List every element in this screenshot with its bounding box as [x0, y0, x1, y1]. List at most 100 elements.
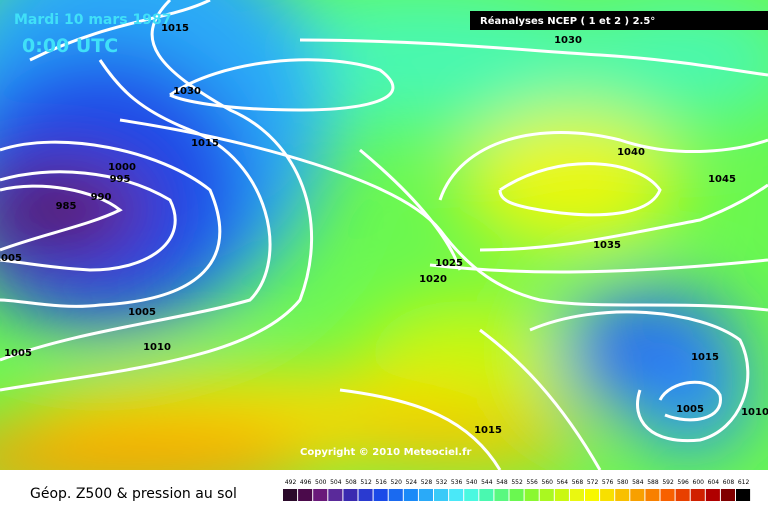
legend-label: 548: [496, 479, 508, 486]
legend-label: 560: [542, 479, 554, 486]
legend-label: 572: [587, 479, 599, 486]
isobar-label: 990: [91, 192, 112, 203]
isobar: [119, 118, 768, 312]
legend-label: 576: [602, 479, 614, 486]
isobar: [0, 59, 272, 362]
legend-swatch: [720, 489, 735, 501]
source-box: [470, 11, 768, 30]
isobar-label: 1040: [617, 147, 645, 158]
isobar: [0, 0, 314, 392]
legend-label: 588: [647, 479, 659, 486]
isobar: [658, 380, 722, 422]
legend-label: 552: [511, 479, 523, 486]
legend-label: 564: [557, 479, 569, 486]
legend-label: 544: [481, 479, 493, 486]
isobar: [438, 131, 768, 201]
legend-swatch: [675, 489, 690, 501]
legend-label: 584: [632, 479, 644, 486]
legend-label: 600: [693, 479, 705, 486]
legend-label: 508: [345, 479, 357, 486]
isobar-label: 995: [110, 174, 131, 185]
legend-label: 540: [466, 479, 478, 486]
isobar: [429, 258, 768, 274]
legend-swatch: [585, 489, 600, 501]
legend-label: 524: [406, 479, 418, 486]
isobar: [299, 38, 768, 77]
isobar-label: 1010: [143, 342, 171, 353]
legend-label: 528: [421, 479, 433, 486]
legend-swatch: [660, 489, 675, 501]
isobars: [0, 0, 768, 471]
isobar: [339, 388, 502, 471]
legend-swatch: [298, 489, 313, 501]
legend-swatch: [690, 489, 705, 501]
legend-swatch: [283, 489, 298, 501]
isobar-label: 1005: [0, 253, 22, 264]
legend-swatch: [705, 489, 720, 501]
isobar: [498, 162, 662, 217]
legend-swatch: [600, 489, 615, 501]
legend-swatch: [554, 489, 569, 501]
isobar-label: 1000: [108, 162, 136, 173]
isobar-label: 1015: [474, 425, 502, 436]
isobar: [529, 310, 750, 443]
legend-label: 592: [662, 479, 674, 486]
legend-label: 500: [315, 479, 327, 486]
legend-label: 604: [708, 479, 720, 486]
isobar-label: 1025: [435, 258, 463, 269]
isobar: [0, 140, 222, 308]
legend-swatch: [464, 489, 479, 501]
isobar-label: 1030: [554, 35, 582, 46]
legend-swatch: [328, 489, 343, 501]
legend-swatch: [403, 489, 418, 501]
legend-label: 512: [360, 479, 372, 486]
isobar-label: 1015: [691, 352, 719, 363]
legend-swatch: [373, 489, 388, 501]
copyright: Copyright © 2010 Meteociel.fr: [300, 447, 471, 458]
legend-swatch: [343, 489, 358, 501]
isobar: [479, 183, 768, 252]
isobar: [29, 0, 211, 62]
footer-title: Géop. Z500 & pression au sol: [30, 486, 237, 502]
isobar-label: 985: [56, 201, 77, 212]
legend-swatch: [615, 489, 630, 501]
map-date: Mardi 10 mars 1987: [14, 12, 171, 28]
legend-label: 492: [285, 479, 297, 486]
legend-swatch: [434, 489, 449, 501]
isobar-label: 1020: [419, 274, 447, 285]
isobar: [479, 328, 602, 471]
color-legend: 492 496 500 504 508 512 516 520 524 528 532 536 540 5…: [283, 479, 751, 501]
legend-label: 612: [738, 479, 750, 486]
isobar-label: 1010: [741, 407, 768, 418]
isobar-label: 1035: [593, 240, 621, 251]
isobar: [0, 170, 177, 272]
isobar-label: 1005: [676, 404, 704, 415]
legend-label: 596: [677, 479, 689, 486]
legend-label: 496: [300, 479, 312, 486]
legend-swatch: [630, 489, 645, 501]
legend-label: 536: [451, 479, 463, 486]
legend-swatch: [449, 489, 464, 501]
legend-label: 504: [330, 479, 342, 486]
isobar-label: 1015: [161, 23, 189, 34]
isobar-label: 1045: [708, 174, 736, 185]
legend-label: 556: [526, 479, 538, 486]
isobar-label: 1005: [128, 307, 156, 318]
legend-label: 568: [572, 479, 584, 486]
legend-swatch: [418, 489, 433, 501]
legend-label: 532: [436, 479, 448, 486]
legend-swatch: [479, 489, 494, 501]
isobar-label: 1005: [4, 348, 32, 359]
isobar: [0, 184, 123, 252]
source-label: Réanalyses NCEP ( 1 et 2 ) 2.5°: [480, 15, 655, 27]
isobar-label: 1030: [173, 86, 201, 97]
legend-swatch: [313, 489, 328, 501]
legend-label: 516: [375, 479, 387, 486]
legend-swatch: [509, 489, 524, 501]
legend-swatch: [388, 489, 403, 501]
legend-label: 608: [723, 479, 735, 486]
legend-label: 520: [391, 479, 403, 486]
legend-label: 580: [617, 479, 629, 486]
